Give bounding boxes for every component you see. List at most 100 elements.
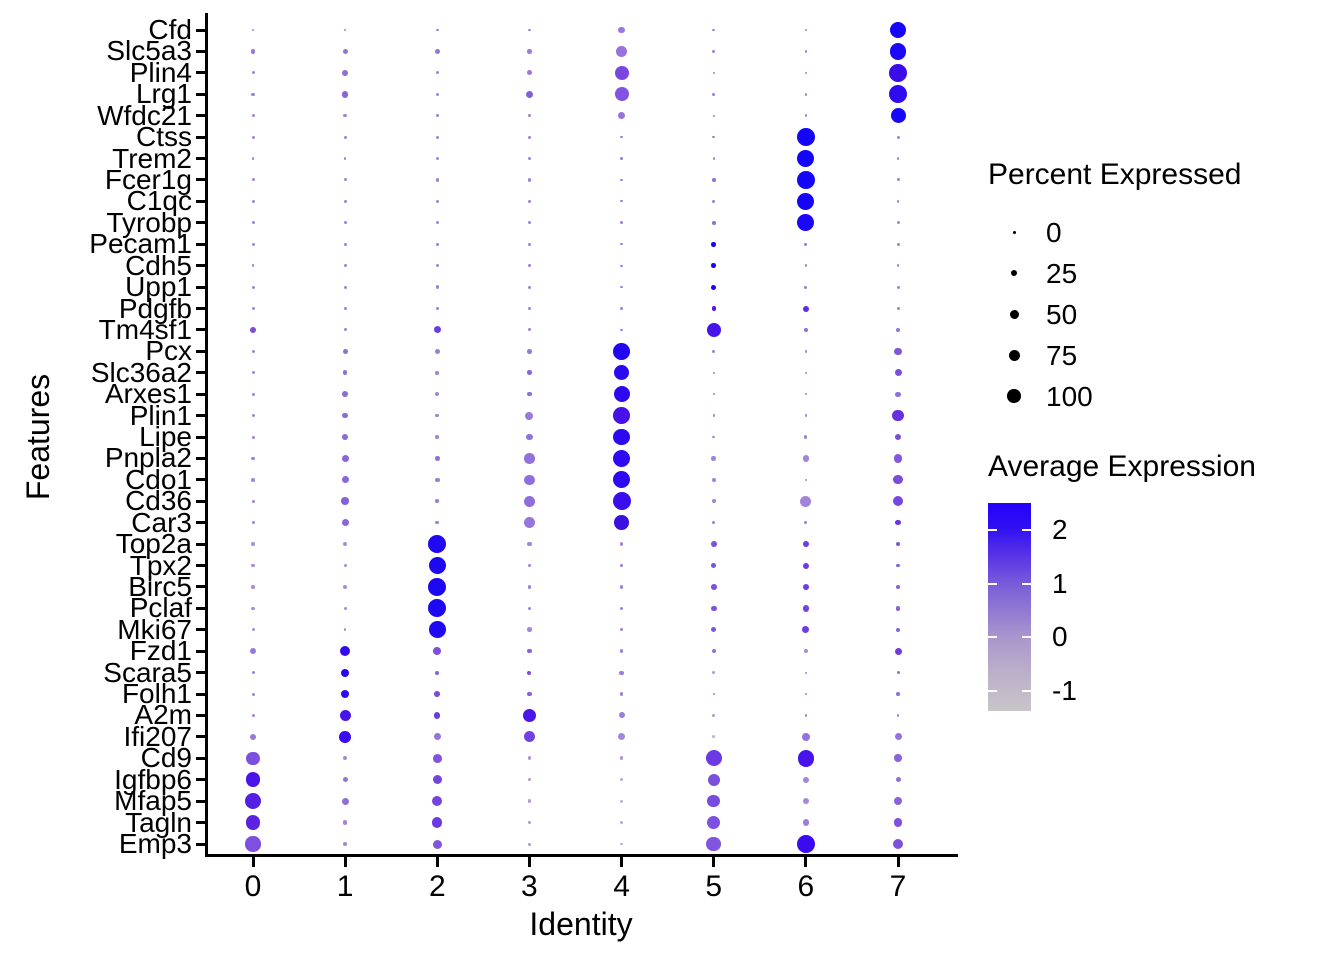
expression-dot [527, 821, 531, 824]
x-axis-tick-label: 4 [613, 870, 630, 903]
colorbar-notch [988, 636, 997, 638]
size-legend-dot [1008, 349, 1020, 361]
expression-dot [893, 454, 903, 463]
expression-dot [435, 306, 439, 311]
expression-dot [251, 414, 255, 418]
expression-dot [893, 496, 903, 507]
expression-dot [527, 778, 532, 782]
expression-dot [804, 285, 808, 289]
x-axis-line [205, 854, 958, 857]
y-axis-label: Car3 [131, 506, 192, 538]
expression-dot [435, 370, 440, 375]
y-axis-line [205, 13, 208, 857]
expression-dot [889, 43, 907, 60]
expression-dot [619, 542, 624, 546]
expression-dot [705, 750, 722, 767]
expression-dot [251, 585, 255, 589]
y-axis-tick [196, 542, 205, 546]
expression-dot [526, 70, 532, 76]
y-axis-tick [196, 135, 205, 139]
expression-dot [618, 712, 625, 719]
expression-dot [620, 821, 624, 824]
expression-dot [802, 819, 810, 826]
y-axis-label: Arxes1 [104, 378, 192, 410]
expression-dot [341, 689, 350, 699]
y-axis-label: Lipe [139, 421, 192, 452]
expression-dot [434, 477, 440, 483]
expression-dot [620, 564, 623, 567]
expression-dot [614, 87, 629, 102]
expression-dot [896, 135, 900, 139]
y-axis-tick [196, 28, 205, 32]
expression-dot [613, 386, 630, 403]
expression-dot [434, 456, 440, 461]
expression-dot [712, 349, 716, 353]
y-axis-label: C1qc [126, 185, 192, 217]
y-axis-label: Folh1 [121, 678, 192, 709]
expression-dot [343, 285, 347, 289]
expression-dot [712, 713, 716, 717]
expression-dot [339, 731, 351, 743]
y-axis-label: Cdh5 [125, 249, 192, 281]
expression-dot [892, 409, 904, 422]
colorbar-notch [1022, 529, 1031, 531]
expression-dot [523, 517, 535, 529]
expression-dot [343, 28, 347, 32]
expression-dot [343, 242, 347, 246]
expression-dot [804, 649, 808, 653]
y-axis-label: Cdo1 [125, 463, 192, 495]
expression-dot [528, 28, 531, 32]
colorbar-notch [988, 583, 997, 585]
x-axis-tick-label: 5 [705, 870, 723, 903]
expression-dot [435, 135, 439, 139]
expression-dot [796, 834, 815, 854]
expression-dot [251, 628, 255, 632]
size-legend-label: 25 [1046, 258, 1078, 289]
colorbar-tick-label: -1 [1052, 675, 1077, 706]
expression-dot [710, 541, 717, 547]
expression-dot [343, 221, 347, 225]
expression-dot [894, 733, 902, 741]
expression-dot [343, 135, 347, 139]
expression-dot [804, 414, 807, 417]
expression-dot [797, 192, 815, 210]
expression-dot [251, 499, 255, 503]
y-axis-label: Slc5a3 [106, 35, 192, 67]
y-axis-tick [196, 521, 205, 525]
expression-dot [802, 733, 810, 741]
expression-dot [896, 327, 900, 332]
expression-dot [245, 772, 261, 788]
expression-dot [433, 733, 441, 741]
expression-dot [711, 499, 716, 504]
expression-dot [524, 474, 535, 486]
expression-dot [804, 50, 808, 53]
y-axis-tick [196, 435, 205, 439]
expression-dot [251, 28, 255, 32]
expression-dot [804, 28, 808, 32]
expression-dot [804, 71, 808, 75]
expression-dot [527, 370, 532, 376]
expression-dot [249, 326, 257, 334]
y-axis-label: Plin4 [129, 56, 192, 88]
expression-dot [432, 796, 443, 807]
expression-dot [620, 200, 623, 203]
expression-dot [893, 475, 903, 485]
expression-dot [435, 221, 439, 225]
expression-dot [895, 777, 901, 783]
expression-dot [251, 521, 255, 525]
expression-dot [613, 342, 630, 360]
y-axis-label: Pdgfb [118, 292, 192, 324]
expression-dot [620, 157, 623, 160]
expression-dot [251, 264, 255, 267]
color-legend-gradient-bar [988, 503, 1031, 711]
expression-dot [711, 649, 716, 654]
expression-dot [251, 71, 255, 75]
expression-dot [711, 241, 717, 247]
expression-dot [342, 48, 348, 55]
expression-dot [804, 242, 808, 246]
expression-dot [523, 495, 535, 507]
y-axis-tick [196, 564, 205, 567]
expression-dot [613, 428, 630, 446]
expression-dot [428, 599, 447, 618]
expression-dot [895, 520, 901, 526]
